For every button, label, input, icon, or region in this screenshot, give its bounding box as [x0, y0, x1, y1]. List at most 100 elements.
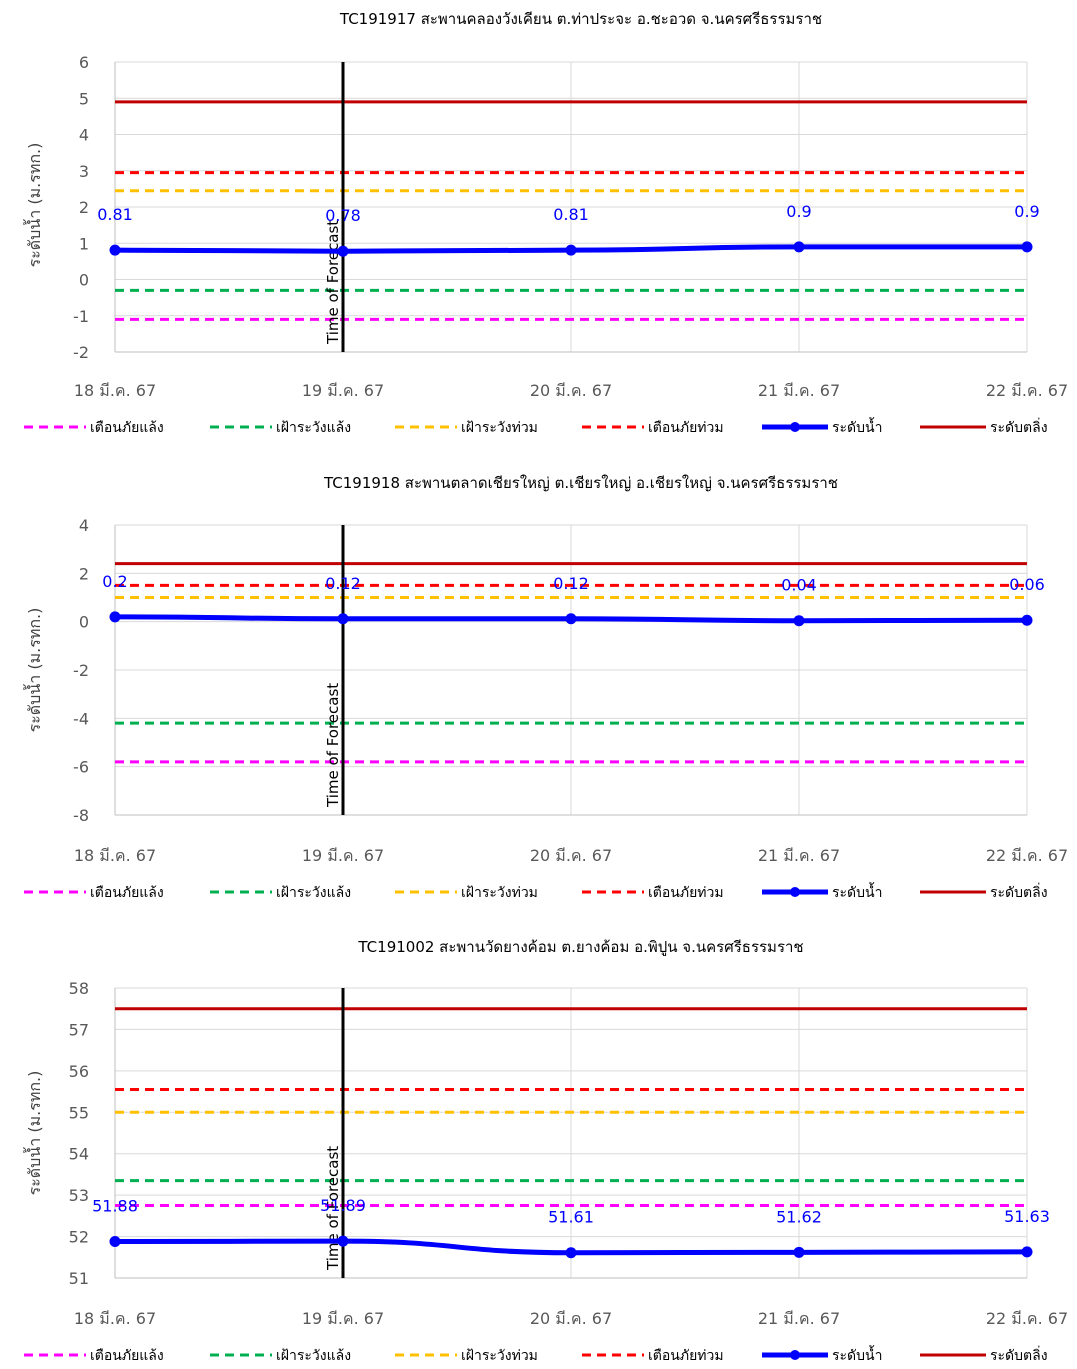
y-tick-label: 0	[79, 271, 89, 290]
legend: เตือนภัยแล้ง เฝ้าระวังแล้ง เฝ้าระวังท่วม เต…	[24, 882, 1048, 901]
water-level-data-label: 0.04	[781, 576, 817, 595]
x-tick-label: 20 มี.ค. 67	[530, 1309, 612, 1328]
water-level-point	[1021, 614, 1033, 626]
legend-item: ระดับน้ำ	[762, 417, 882, 436]
chart-title: TC191918 สะพานตลาดเชียรใหญ่ ต.เชียรใหญ่ …	[323, 474, 838, 492]
legend-item: ระดับน้ำ	[762, 882, 882, 901]
legend-item: เตือนภัยแล้ง	[24, 420, 164, 436]
legend-item: เตือนภัยแล้ง	[24, 885, 164, 901]
legend-label: ระดับน้ำ	[832, 882, 882, 901]
water-level-data-label: 51.61	[548, 1208, 594, 1227]
chart-panel-2: TC191918 สะพานตลาดเชียรใหญ่ ต.เชียรใหญ่ …	[23, 474, 1068, 901]
water-level-point	[337, 1235, 349, 1247]
legend-item: เตือนภัยท่วม	[582, 420, 724, 436]
water-level-point	[793, 1246, 805, 1258]
legend-item: เตือนภัยท่วม	[582, 885, 724, 901]
water-level-data-label: 0.06	[1009, 575, 1045, 594]
legend-item: เฝ้าระวังแล้ง	[210, 885, 351, 901]
legend-label: ระดับตลิ่ง	[990, 883, 1048, 901]
legend-label: ระดับตลิ่ง	[990, 1346, 1048, 1364]
legend-item: ระดับตลิ่ง	[920, 418, 1048, 436]
water-level-data-label: 0.9	[1014, 202, 1039, 221]
y-tick-label: -4	[73, 709, 89, 728]
y-tick-label: -1	[73, 307, 89, 326]
x-tick-label: 21 มี.ค. 67	[758, 381, 840, 400]
x-tick-label: 20 มี.ค. 67	[530, 381, 612, 400]
water-level-point	[337, 613, 349, 625]
legend-label: เตือนภัยแล้ง	[90, 420, 164, 436]
x-tick-label: 19 มี.ค. 67	[302, 381, 384, 400]
forecast-marker-label: Time of Forecast	[324, 683, 342, 808]
legend-label: เฝ้าระวังแล้ง	[276, 885, 351, 901]
y-tick-label: 2	[79, 198, 89, 217]
legend-item: ระดับตลิ่ง	[920, 1346, 1048, 1364]
water-level-point	[109, 244, 121, 256]
y-tick-label: 2	[79, 564, 89, 583]
water-level-data-label: 0.78	[325, 206, 361, 225]
y-tick-label: 53	[69, 1186, 89, 1205]
legend-label: เฝ้าระวังแล้ง	[276, 420, 351, 436]
y-tick-label: 1	[79, 234, 89, 253]
water-level-data-label: 0.81	[97, 205, 133, 224]
legend-item: ระดับน้ำ	[762, 1345, 882, 1364]
x-tick-label: 18 มี.ค. 67	[74, 1309, 156, 1328]
x-tick-label: 21 มี.ค. 67	[758, 1309, 840, 1328]
legend-swatch-marker	[790, 422, 800, 432]
legend-label: เฝ้าระวังแล้ง	[276, 1348, 351, 1364]
legend: เตือนภัยแล้ง เฝ้าระวังแล้ง เฝ้าระวังท่วม เต…	[24, 417, 1048, 436]
chart-title: TC191002 สะพานวัดยางค้อม ต.ยางค้อม อ.พิป…	[357, 938, 803, 956]
x-tick-label: 22 มี.ค. 67	[986, 1309, 1068, 1328]
legend-item: เฝ้าระวังท่วม	[395, 420, 538, 436]
y-tick-label: 3	[79, 162, 89, 181]
legend-item: เฝ้าระวังแล้ง	[210, 1348, 351, 1364]
water-level-data-label: 0.12	[553, 574, 589, 593]
water-level-data-label: 51.62	[776, 1207, 822, 1226]
water-level-data-label: 51.89	[320, 1196, 366, 1215]
legend-swatch-marker	[790, 1350, 800, 1360]
legend-label: เตือนภัยแล้ง	[90, 885, 164, 901]
legend-item: เตือนภัยท่วม	[582, 1348, 724, 1364]
y-tick-label: 52	[69, 1228, 89, 1247]
y-tick-label: 55	[69, 1103, 89, 1122]
y-tick-label: 6	[79, 53, 89, 72]
water-level-point	[1021, 1246, 1033, 1258]
water-level-point	[565, 244, 577, 256]
legend: เตือนภัยแล้ง เฝ้าระวังแล้ง เฝ้าระวังท่วม เต…	[24, 1345, 1048, 1364]
legend-item: ระดับตลิ่ง	[920, 883, 1048, 901]
x-tick-label: 18 มี.ค. 67	[74, 381, 156, 400]
water-level-point	[109, 611, 121, 623]
y-tick-label: 54	[69, 1145, 89, 1164]
water-level-point	[565, 613, 577, 625]
legend-label: เฝ้าระวังท่วม	[461, 420, 538, 436]
y-axis-label: ระดับน้ำ (ม.รทก.)	[23, 143, 44, 268]
x-tick-label: 22 มี.ค. 67	[986, 846, 1068, 865]
water-level-data-label: 0.81	[553, 205, 589, 224]
legend-label: ระดับน้ำ	[832, 417, 882, 436]
water-level-point	[793, 615, 805, 627]
chart-title: TC191917 สะพานคลองวังเคียน ต.ท่าประจะ อ.…	[339, 10, 822, 28]
y-tick-label: 5	[79, 89, 89, 108]
water-level-data-label: 0.2	[102, 572, 127, 591]
x-tick-label: 22 มี.ค. 67	[986, 381, 1068, 400]
legend-swatch-marker	[790, 887, 800, 897]
legend-item: เฝ้าระวังท่วม	[395, 1348, 538, 1364]
y-tick-label: 58	[69, 979, 89, 998]
water-level-point	[793, 241, 805, 253]
legend-item: เตือนภัยแล้ง	[24, 1348, 164, 1364]
water-level-data-label: 51.63	[1004, 1207, 1050, 1226]
x-tick-label: 20 มี.ค. 67	[530, 846, 612, 865]
y-tick-label: -2	[73, 343, 89, 362]
legend-label: เฝ้าระวังท่วม	[461, 1348, 538, 1364]
x-tick-label: 19 มี.ค. 67	[302, 1309, 384, 1328]
y-tick-label: -6	[73, 758, 89, 777]
water-level-point	[337, 245, 349, 257]
legend-label: ระดับตลิ่ง	[990, 418, 1048, 436]
y-tick-label: 4	[79, 516, 89, 535]
y-tick-label: -8	[73, 806, 89, 825]
legend-label: เตือนภัยท่วม	[648, 420, 724, 436]
y-tick-label: 4	[79, 126, 89, 145]
chart-panel-3: TC191002 สะพานวัดยางค้อม ต.ยางค้อม อ.พิป…	[23, 938, 1068, 1364]
gridlines	[114, 987, 1028, 1279]
chart-panel-1: TC191917 สะพานคลองวังเคียน ต.ท่าประจะ อ.…	[23, 10, 1068, 436]
